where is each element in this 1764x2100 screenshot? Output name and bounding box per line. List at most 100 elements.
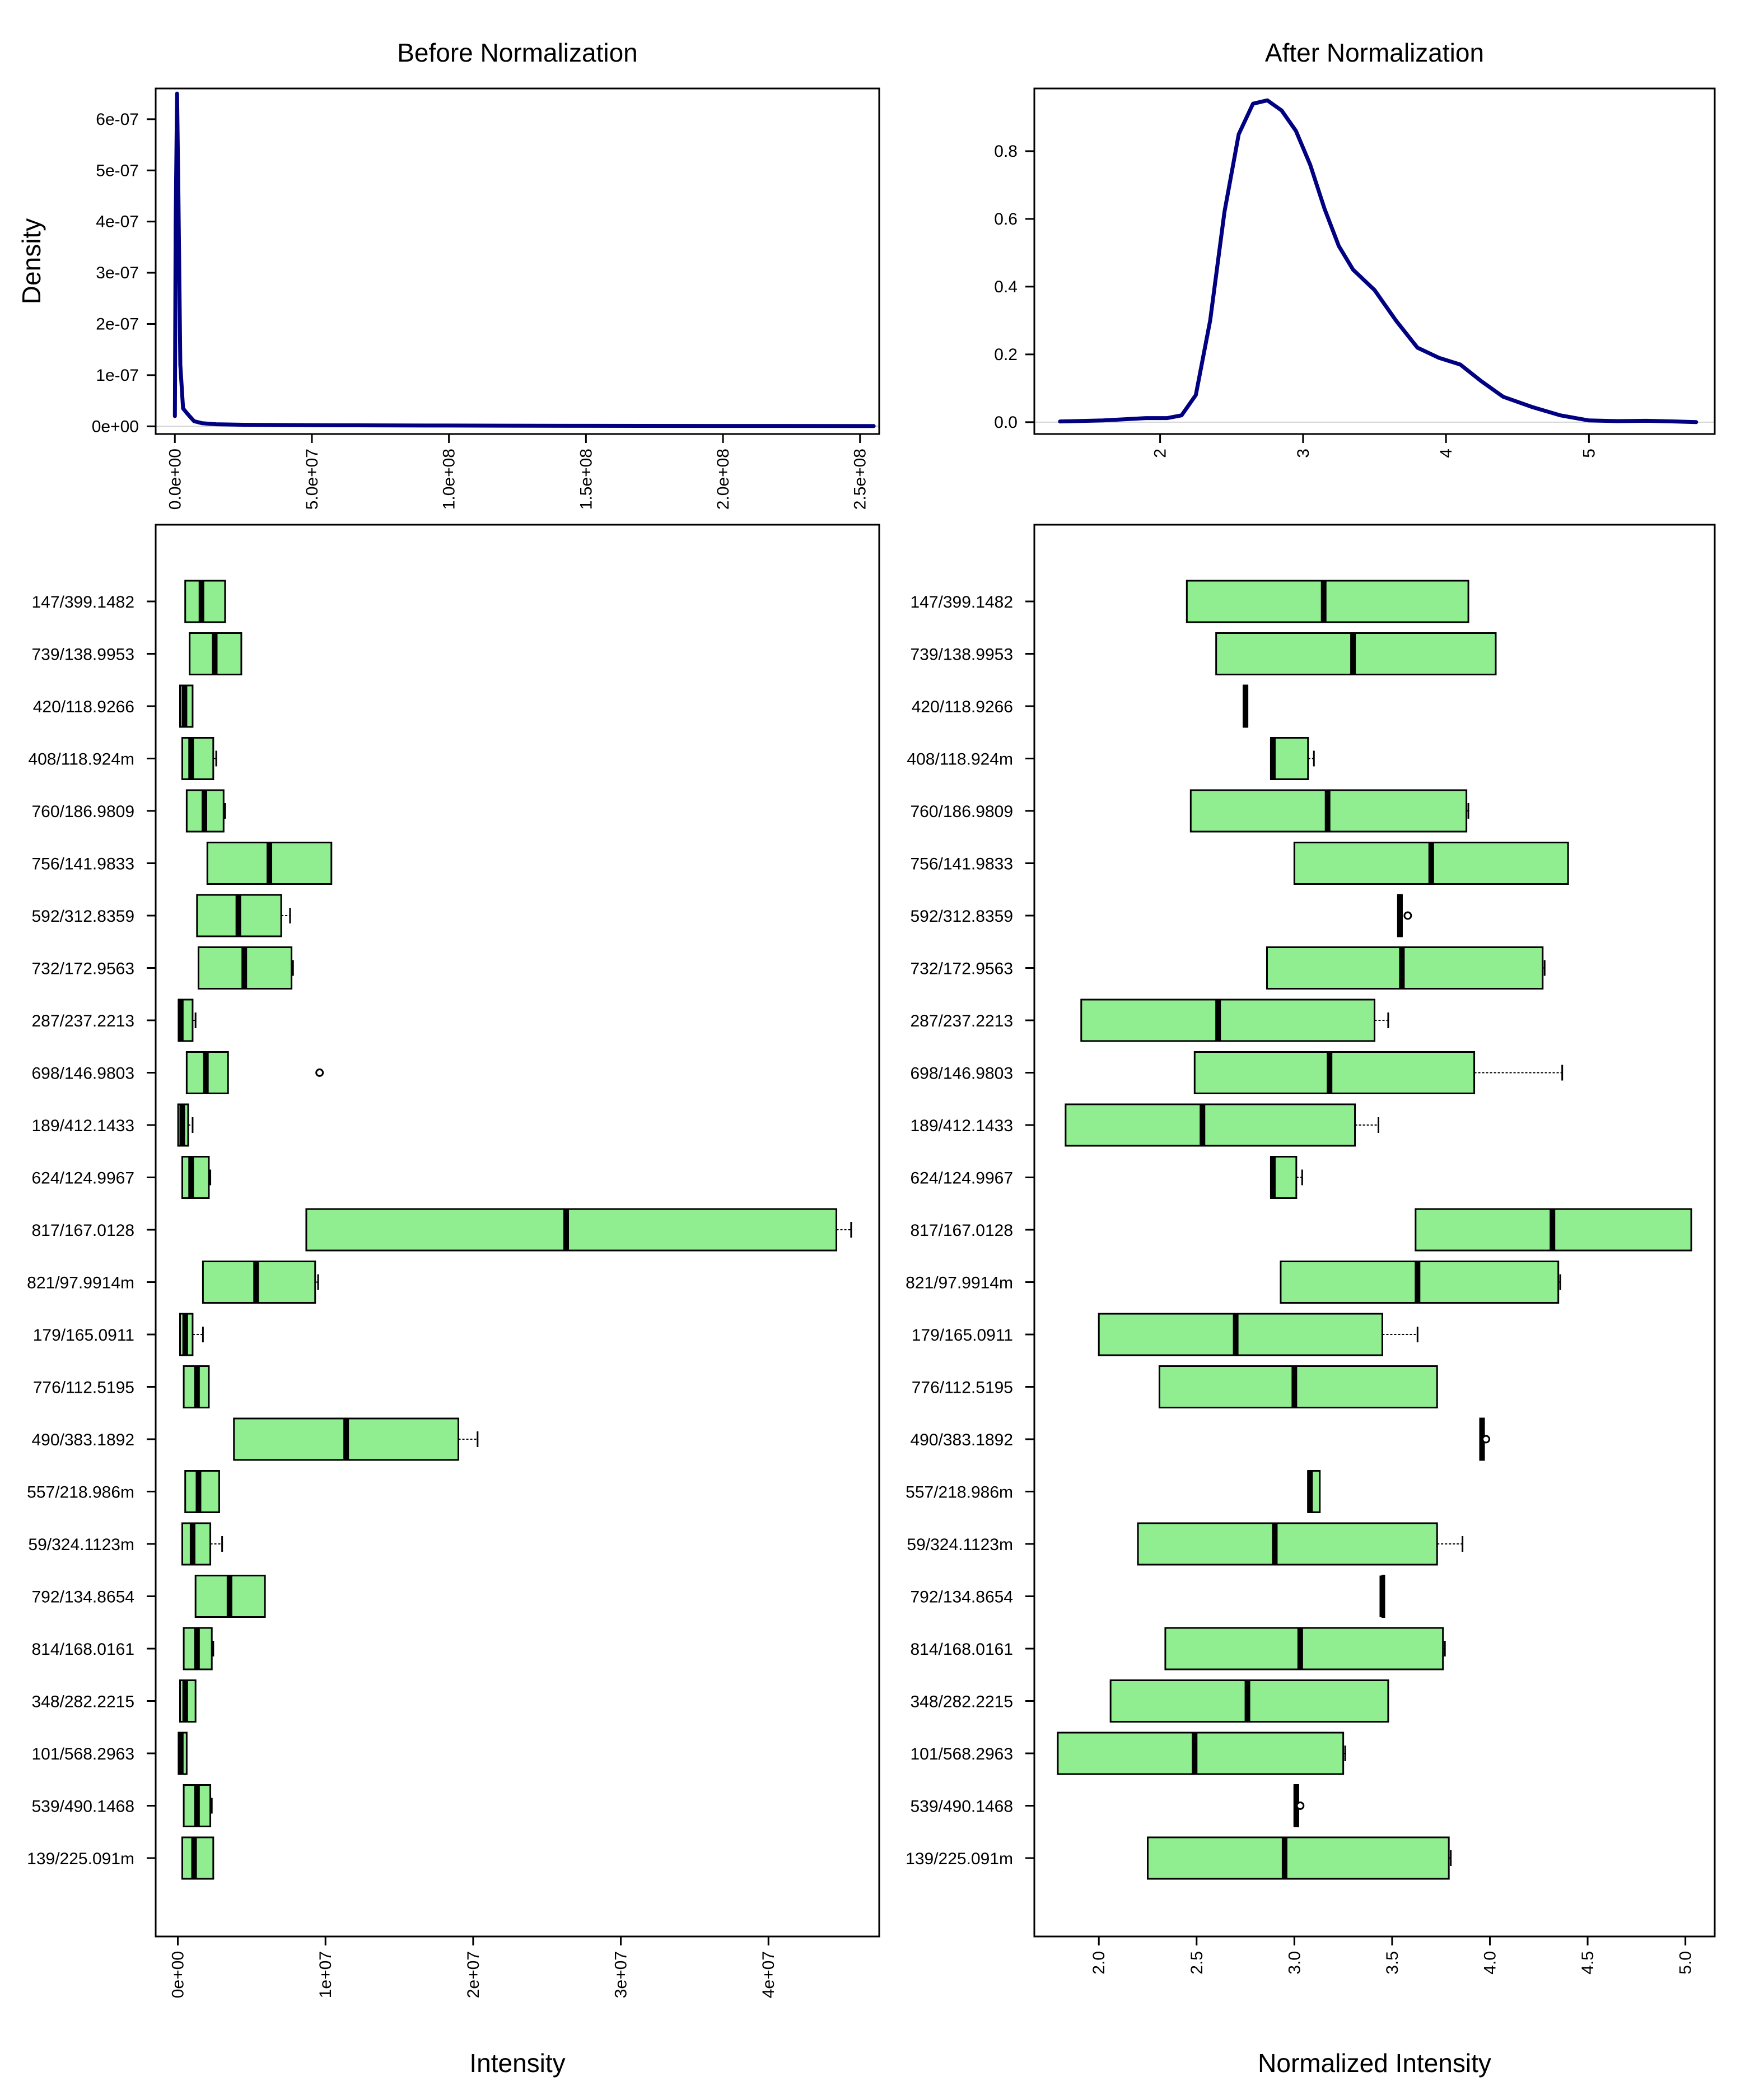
category-label: 592/312.8359 — [910, 907, 1013, 926]
plot-frame-3 — [1033, 524, 1716, 1938]
y-tick-label: 5e-07 — [96, 161, 139, 180]
y-tick-label: 3e-07 — [96, 264, 139, 282]
density-before-panel: Before Normalization Density 0.0e+00 5.0e+0… — [17, 38, 880, 510]
category-label: 557/218.986m — [27, 1483, 134, 1502]
box-iqr — [1080, 998, 1375, 1042]
category-label: 739/138.9953 — [31, 646, 134, 664]
x-tick-label: 3 — [1294, 449, 1313, 458]
y-tick-label: 0.4 — [994, 278, 1018, 296]
category-label: 814/168.0161 — [910, 1640, 1013, 1659]
y-tick-label: 0.2 — [994, 346, 1018, 364]
category-label: 817/167.0128 — [910, 1221, 1013, 1240]
category-label: 539/490.1468 — [910, 1798, 1013, 1816]
density-curve — [172, 91, 876, 428]
y-tick-label: 0.0 — [994, 413, 1018, 432]
category-label: 792/134.8654 — [31, 1588, 134, 1607]
x-tick-label: 4.5 — [1579, 1951, 1597, 1975]
chart-title: Before Normalization — [397, 38, 638, 67]
box-outlier — [1296, 1802, 1305, 1810]
category-label: 101/568.2963 — [31, 1745, 134, 1763]
box-iqr — [1147, 1836, 1450, 1880]
category-label: 287/237.2213 — [31, 1012, 134, 1030]
category-label: 490/383.1892 — [31, 1431, 134, 1449]
box-iqr — [1164, 1627, 1444, 1670]
category-label: 732/172.9563 — [910, 960, 1013, 978]
category-label: 189/412.1433 — [910, 1117, 1013, 1135]
box-iqr — [202, 1261, 316, 1304]
box-outlier — [1482, 1435, 1491, 1444]
category-label: 817/167.0128 — [31, 1221, 134, 1240]
x-tick-label: 2.0e+08 — [714, 449, 732, 510]
category-label: 732/172.9563 — [31, 960, 134, 978]
category-label: 408/118.924m — [907, 750, 1013, 769]
category-label: 287/237.2213 — [910, 1012, 1013, 1030]
box-iqr — [1065, 1103, 1356, 1147]
box-iqr — [184, 1470, 220, 1513]
box-iqr — [1098, 1313, 1383, 1356]
y-tick-label: 1e-07 — [96, 366, 139, 385]
x-tick-label: 5.0 — [1677, 1951, 1695, 1975]
category-label: 557/218.986m — [906, 1483, 1013, 1502]
category-label: 179/165.0911 — [912, 1326, 1013, 1345]
x-tick-label: 1e+07 — [316, 1951, 335, 1998]
x-axis-label: Intensity — [469, 2048, 565, 2078]
plot-frame-0 — [155, 87, 880, 435]
category-label: 420/118.9266 — [33, 698, 134, 716]
category-label: 821/97.9914m — [27, 1274, 134, 1292]
boxplot-normalized-panel: Normalized Intensity 147/399.1482 739/138.… — [906, 524, 1716, 2078]
x-tick-label: 3.5 — [1383, 1951, 1402, 1975]
y-tick-label: 0.6 — [994, 210, 1018, 228]
category-label: 101/568.2963 — [910, 1745, 1013, 1763]
box-iqr — [1057, 1732, 1345, 1775]
category-label: 792/134.8654 — [910, 1588, 1013, 1607]
x-tick-label: 1.0e+08 — [440, 449, 459, 510]
category-label: 139/225.091m — [906, 1850, 1013, 1868]
y-axis-label: Density — [17, 218, 46, 304]
x-tick-label: 4e+07 — [759, 1951, 778, 1998]
box-iqr — [1137, 1522, 1438, 1566]
box-outlier — [315, 1068, 324, 1077]
x-tick-label: 4 — [1437, 449, 1455, 458]
category-label: 420/118.9266 — [912, 698, 1013, 716]
density-curve — [1058, 98, 1698, 424]
chart-title: After Normalization — [1265, 38, 1484, 67]
category-label: 776/112.5195 — [912, 1379, 1013, 1397]
y-tick-label: 0e+00 — [92, 417, 139, 436]
category-label: 760/186.9809 — [910, 802, 1013, 821]
category-label: 624/124.9967 — [31, 1169, 134, 1188]
x-axis-label: Normalized Intensity — [1258, 2048, 1491, 2078]
box-iqr — [1186, 580, 1469, 623]
x-tick-label: 0e+00 — [169, 1951, 188, 1998]
box-iqr — [184, 580, 226, 623]
category-label: 189/412.1433 — [31, 1117, 134, 1135]
x-tick-label: 2.5e+08 — [851, 449, 870, 510]
category-label: 739/138.9953 — [910, 646, 1013, 664]
category-label: 348/282.2215 — [31, 1693, 134, 1711]
box-iqr — [181, 1836, 214, 1880]
y-tick-label: 2e-07 — [96, 315, 139, 333]
box-outlier — [1403, 911, 1412, 920]
box-iqr — [1193, 1051, 1476, 1094]
category-label: 698/146.9803 — [910, 1065, 1013, 1083]
y-tick-label: 4e-07 — [96, 213, 139, 231]
category-label: 59/324.1123m — [28, 1536, 134, 1554]
category-label: 756/141.9833 — [910, 855, 1013, 874]
box-iqr — [1158, 1365, 1438, 1408]
category-label: 147/399.1482 — [31, 593, 134, 612]
category-label: 147/399.1482 — [910, 593, 1013, 612]
box-iqr — [181, 737, 214, 780]
category-label: 592/312.8359 — [31, 907, 134, 926]
category-label: 760/186.9809 — [31, 802, 134, 821]
box-iqr — [305, 1208, 838, 1252]
x-tick-label: 2 — [1151, 449, 1170, 458]
box-iqr — [181, 1156, 210, 1199]
x-tick-label: 3e+07 — [612, 1951, 631, 1998]
plot-frame-2 — [155, 524, 880, 1938]
x-tick-label: 2.0 — [1090, 1951, 1108, 1975]
x-tick-label: 5 — [1580, 449, 1598, 458]
category-label: 490/383.1892 — [910, 1431, 1013, 1449]
category-label: 179/165.0911 — [33, 1326, 134, 1345]
category-label: 776/112.5195 — [33, 1379, 134, 1397]
